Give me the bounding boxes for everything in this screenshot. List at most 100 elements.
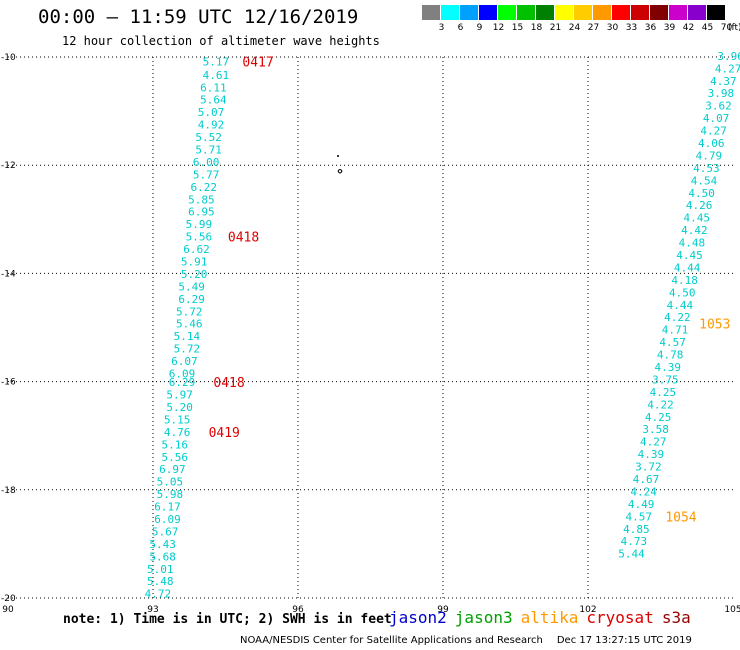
colorbar-swatch xyxy=(460,5,478,20)
colorbar-swatch xyxy=(574,5,592,20)
legend-altika: altika xyxy=(520,608,579,627)
wave-height-value: 6.22 xyxy=(191,181,218,194)
x-tick-label: 102 xyxy=(579,605,596,615)
wave-height-value: 6.09 xyxy=(169,367,196,380)
colorbar-tick-label: 45 xyxy=(701,23,714,33)
pass-time-label: 0418 xyxy=(228,231,259,246)
footer: NOAA/NESDIS Center for Satellite Applica… xyxy=(240,635,692,646)
footer-timestamp: Dec 17 13:27:15 UTC 2019 xyxy=(556,635,692,646)
wave-height-value: 5.48 xyxy=(147,575,174,588)
wave-height-value: 4.79 xyxy=(696,149,723,162)
wave-height-value: 4.76 xyxy=(164,426,191,439)
wave-height-value: 6.29 xyxy=(169,376,196,389)
x-tick-label: 93 xyxy=(147,605,158,615)
wave-height-value: 5.64 xyxy=(200,94,227,107)
colorbar-swatch xyxy=(631,5,649,20)
wave-height-value: 6.95 xyxy=(188,206,215,219)
wave-height-value: 4.67 xyxy=(633,473,660,486)
units-note: note: 1) Time is in UTC; 2) SWH is in fe… xyxy=(63,612,392,627)
wave-height-value: 3.62 xyxy=(705,100,732,113)
wave-height-value: 5.46 xyxy=(176,318,203,331)
wave-height-value: 4.22 xyxy=(647,398,674,411)
colorbar-swatch xyxy=(707,5,725,20)
wave-height-value: 4.24 xyxy=(630,485,657,498)
wave-height-value: 5.17 xyxy=(203,55,230,68)
colorbar-swatch xyxy=(593,5,611,20)
y-tick-label: -10 xyxy=(1,53,16,63)
wave-height-value: 5.97 xyxy=(166,389,193,402)
colorbar-tick-label: 27 xyxy=(587,23,600,33)
colorbar-swatch xyxy=(479,5,497,20)
wave-height-value: 6.17 xyxy=(154,501,181,514)
legend-jason2: jason2 xyxy=(389,608,447,627)
wave-height-value: 4.57 xyxy=(659,336,686,349)
wave-height-value: 5.99 xyxy=(186,218,213,231)
legend-cryosat: cryosat xyxy=(586,608,654,627)
wave-height-value: 3.75 xyxy=(652,373,679,386)
wave-height-value: 4.53 xyxy=(693,162,720,175)
wave-height-value: 5.44 xyxy=(618,548,645,561)
wave-height-value: 5.52 xyxy=(195,131,222,144)
wave-height-value: 4.39 xyxy=(655,361,682,374)
pass-time-label: 0417 xyxy=(242,55,273,70)
x-tick-label: 96 xyxy=(292,605,304,615)
wave-height-value: 5.20 xyxy=(166,401,193,414)
y-tick-label: -16 xyxy=(1,378,16,388)
colorbar-swatch xyxy=(422,5,440,20)
wave-height-value: 4.44 xyxy=(667,299,694,312)
colorbar-tick-label: 21 xyxy=(549,23,562,33)
wave-height-value: 4.27 xyxy=(640,436,667,449)
wave-height-value: 5.71 xyxy=(195,144,222,157)
pass-time-label: 0419 xyxy=(209,426,240,441)
wave-height-value: 4.27 xyxy=(700,125,727,138)
wave-height-value: 4.18 xyxy=(671,274,698,287)
wave-height-value: 4.26 xyxy=(686,199,713,212)
wave-height-value: 4.72 xyxy=(145,588,172,601)
wave-height-value: 5.67 xyxy=(152,525,179,538)
wave-height-value: 4.39 xyxy=(638,448,665,461)
wave-height-value: 4.92 xyxy=(198,119,225,132)
wave-height-value: 4.44 xyxy=(674,261,701,274)
wave-height-value: 4.48 xyxy=(679,237,706,250)
wave-height-value: 3.96 xyxy=(717,50,740,63)
legend-s3a: s3a xyxy=(661,608,691,627)
x-tick-label: 90 xyxy=(2,605,14,615)
wave-height-value: 4.61 xyxy=(203,69,230,82)
y-tick-label: -14 xyxy=(1,269,16,279)
wave-height-value: 5.01 xyxy=(147,563,174,576)
wave-height-value: 3.72 xyxy=(635,461,662,474)
colorbar-swatch xyxy=(536,5,554,20)
wave-height-value: 4.49 xyxy=(628,498,655,511)
wave-height-value: 4.71 xyxy=(662,324,689,337)
wave-height-value: 5.77 xyxy=(193,168,220,181)
wave-height-value: 5.85 xyxy=(188,193,215,206)
wave-height-value: 4.78 xyxy=(657,349,684,362)
pass-time-label: 1054 xyxy=(665,510,696,525)
wave-height-value: 4.57 xyxy=(626,510,653,523)
colorbar-tick-label: 39 xyxy=(663,23,676,33)
colorbar-swatch xyxy=(612,5,630,20)
wave-height-value: 6.07 xyxy=(171,355,198,368)
satellite-legend: jason2 jason3 altika cryosat s3a xyxy=(389,608,699,627)
wave-height-value: 4.25 xyxy=(645,411,672,424)
wave-height-value: 4.07 xyxy=(703,112,730,125)
colorbar-swatch xyxy=(498,5,516,20)
colorbar-swatch xyxy=(441,5,459,20)
wave-height-value: 5.07 xyxy=(198,106,225,119)
wave-height-value: 6.97 xyxy=(159,463,186,476)
colorbar-tick-label: 6 xyxy=(457,23,464,33)
colorbar-tick-label: 36 xyxy=(644,23,657,33)
wave-height-value: 4.27 xyxy=(715,62,740,75)
wave-height-value: 4.42 xyxy=(681,224,708,237)
legend-jason3: jason3 xyxy=(454,608,513,627)
island-mark xyxy=(337,169,343,174)
wave-height-value: 5.91 xyxy=(181,255,208,268)
wave-height-value: 6.09 xyxy=(154,513,181,526)
wave-height-value: 3.98 xyxy=(708,87,735,100)
wave-height-value: 4.50 xyxy=(688,187,715,200)
wave-height-value: 5.16 xyxy=(162,438,189,451)
y-tick-label: -20 xyxy=(1,594,16,604)
wave-height-value: 4.85 xyxy=(623,523,650,536)
wave-height-value: 5.56 xyxy=(186,231,213,244)
